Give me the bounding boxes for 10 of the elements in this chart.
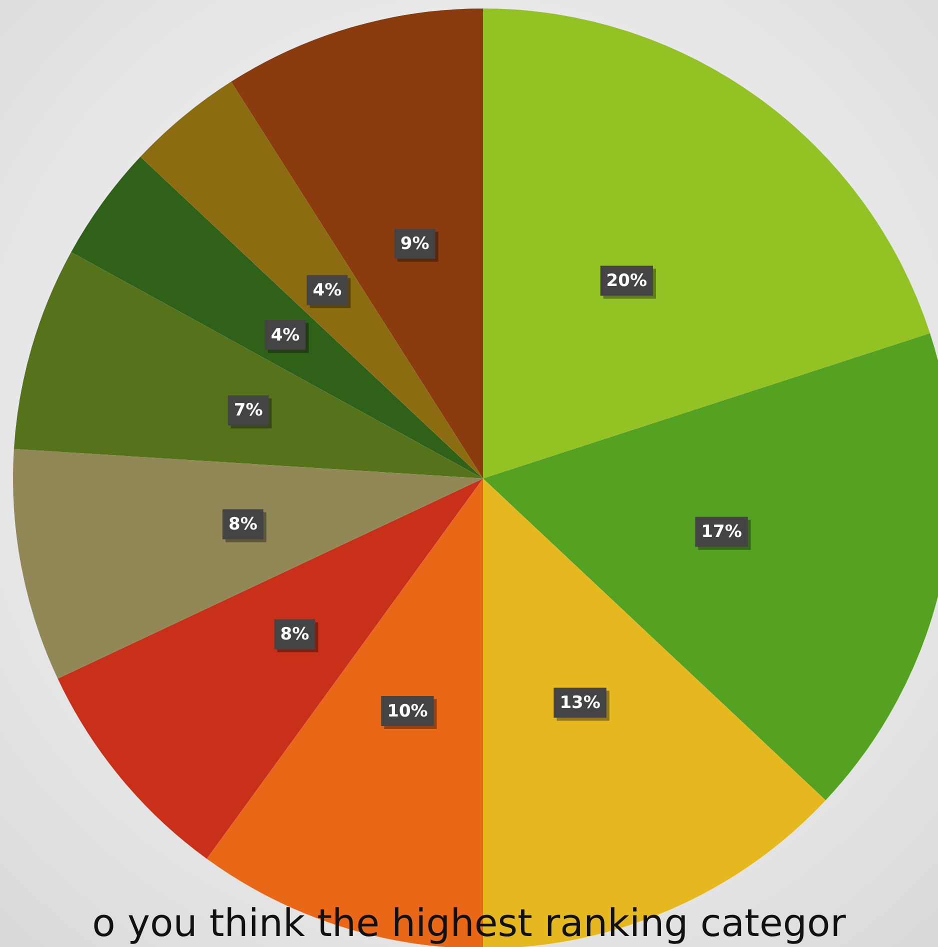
data-label: 13% <box>560 693 600 714</box>
data-label: 8% <box>280 624 310 645</box>
data-label: 9% <box>400 234 430 254</box>
data-label: 17% <box>701 522 742 542</box>
data-label: 8% <box>228 514 258 535</box>
data-label: 4% <box>270 325 300 346</box>
data-label: 7% <box>234 400 263 421</box>
data-label: 4% <box>312 280 342 301</box>
data-label: 10% <box>387 701 428 722</box>
data-label: 20% <box>606 271 648 292</box>
